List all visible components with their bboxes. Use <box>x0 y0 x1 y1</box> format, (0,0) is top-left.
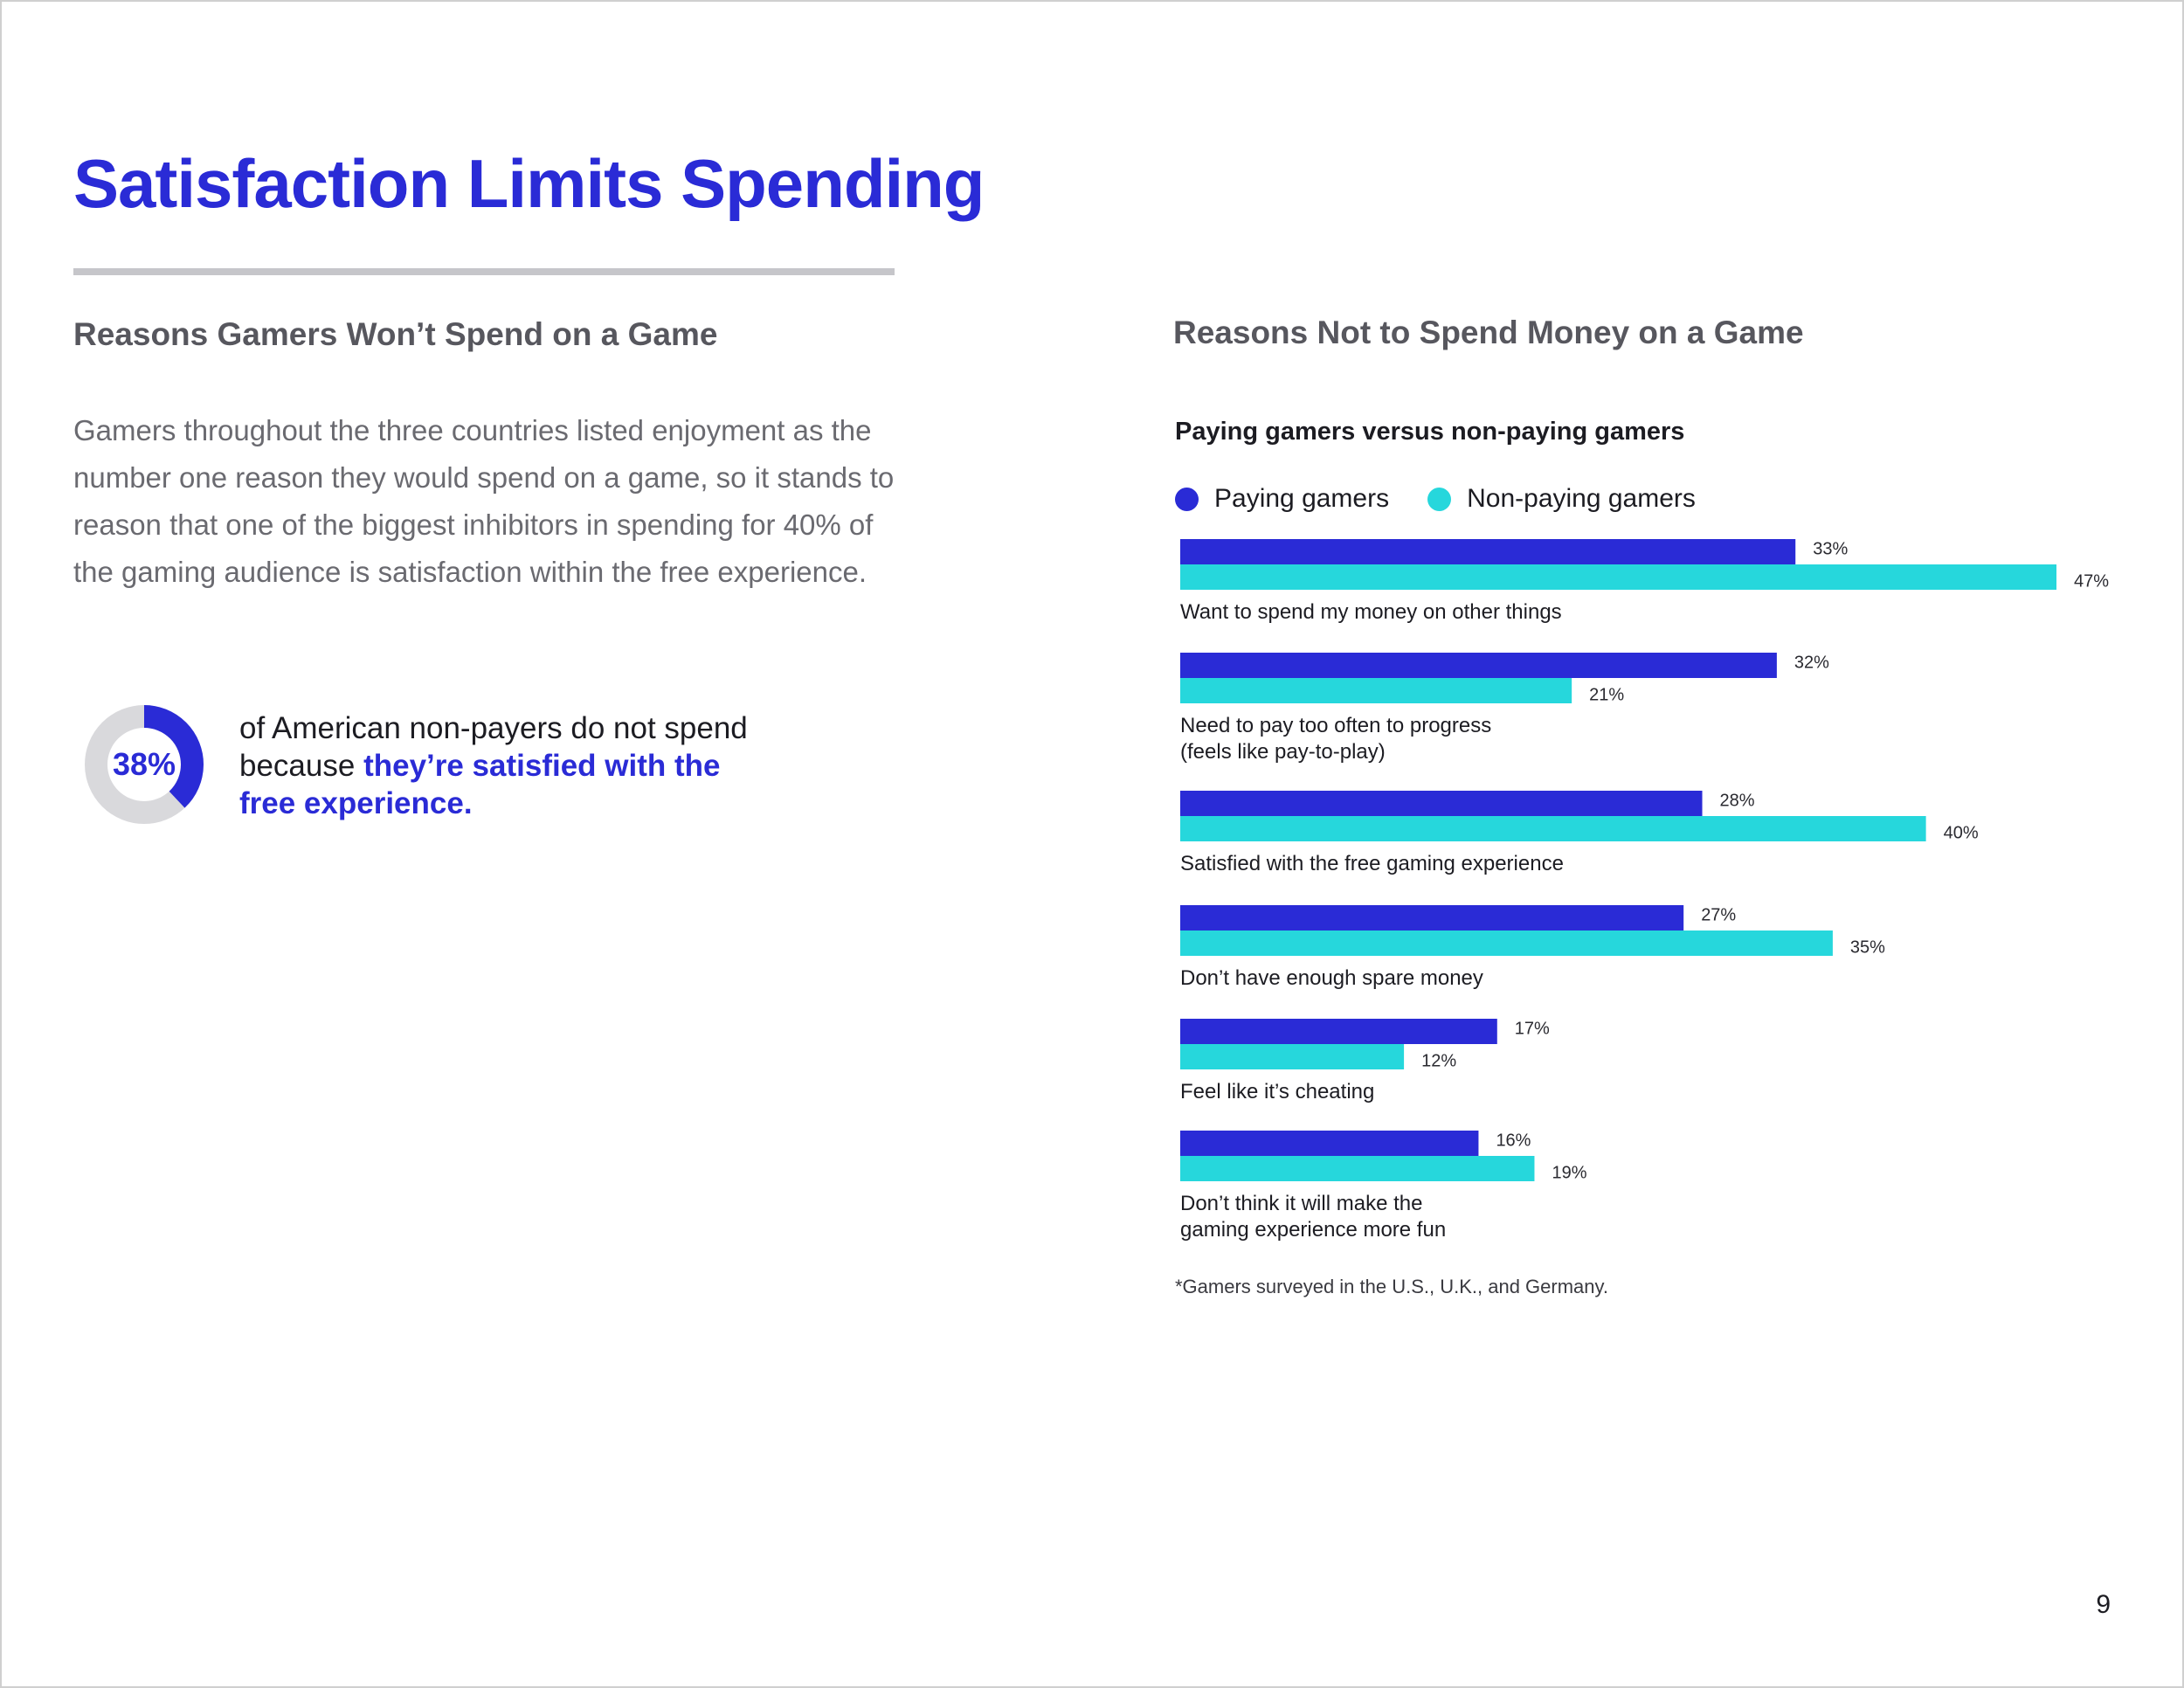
legend-dot-paying-icon <box>1175 487 1199 511</box>
legend-label-paying: Paying gamers <box>1214 484 1390 513</box>
bar-paying <box>1180 653 1777 678</box>
bar-value-label: 35% <box>1850 938 1885 958</box>
bar-value-label: 21% <box>1589 686 1624 705</box>
bar-paying <box>1180 791 1703 816</box>
left-section-heading: Reasons Gamers Won’t Spend on a Game <box>73 316 718 352</box>
bar-group: 28% 40% Satisfied with the free gaming exp… <box>1180 791 1979 875</box>
chart-title: Reasons Not to Spend Money on a Game <box>1173 315 1804 350</box>
bar-value-label: 12% <box>1421 1052 1456 1071</box>
bar-value-label: 33% <box>1813 540 1848 559</box>
bar-paying <box>1180 1131 1479 1156</box>
bar-chart: 33% 47% Want to spend my money on other th… <box>1180 539 2109 1242</box>
legend-label-non-paying: Non-paying gamers <box>1467 484 1696 513</box>
legend-item-non-paying: Non-paying gamers <box>1427 484 1696 514</box>
body-paragraph: Gamers throughout the three countries li… <box>73 414 895 588</box>
category-label: gaming experience more fun <box>1180 1218 1446 1242</box>
bar-group: 27% 35% Don’t have enough spare money <box>1180 905 1885 990</box>
donut-progress-arc <box>85 705 204 824</box>
bar-group: 17% 12% Feel like it’s cheating <box>1180 1019 1550 1103</box>
bar-non-paying <box>1180 816 1926 841</box>
bar-value-label: 27% <box>1701 906 1736 925</box>
category-label: (feels like pay-to-play) <box>1180 740 1386 764</box>
bar-group: 16% 19% Don’t think it will make the gaming… <box>1180 1131 1587 1242</box>
bar-paying <box>1180 539 1796 564</box>
bar-value-label: 19% <box>1552 1164 1586 1183</box>
stat-text: of American non-payers do not spend beca… <box>239 709 764 822</box>
bar-non-paying <box>1180 564 2056 590</box>
bar-paying <box>1180 1019 1497 1044</box>
chart-footnote: *Gamers surveyed in the U.S., U.K., and … <box>1175 1276 1609 1297</box>
stat-text-highlight: they’re satisfied with the free experien… <box>239 749 721 820</box>
bar-value-label: 16% <box>1496 1131 1531 1151</box>
category-label: Need to pay too often to progress <box>1180 714 1491 737</box>
stat-donut <box>85 705 204 824</box>
bar-non-paying <box>1180 1044 1405 1069</box>
legend-dot-non-paying-icon <box>1427 487 1452 511</box>
category-label: Feel like it’s cheating <box>1180 1080 1374 1103</box>
category-label: Don’t have enough spare money <box>1180 966 1483 990</box>
category-label: Satisfied with the free gaming experienc… <box>1180 852 1564 875</box>
bar-value-label: 40% <box>1944 824 1979 843</box>
legend-item-paying: Paying gamers <box>1175 484 1389 514</box>
bar-paying <box>1180 905 1684 930</box>
chart-subtitle: Paying gamers versus non-paying gamers <box>1175 418 1685 446</box>
bar-non-paying <box>1180 1156 1535 1181</box>
page-title: Satisfaction Limits Spending <box>73 145 985 222</box>
bar-group: 33% 47% Want to spend my money on other th… <box>1180 539 2109 624</box>
stat-text-plain: of American non-payers do not spend beca… <box>239 711 748 783</box>
bar-non-paying <box>1180 678 1572 703</box>
bar-value-label: 32% <box>1794 654 1829 673</box>
chart-legend: Paying gamers Non-paying gamers <box>1175 481 1734 516</box>
title-divider <box>73 268 895 275</box>
bar-value-label: 47% <box>2074 572 2109 591</box>
bar-value-label: 17% <box>1515 1020 1550 1039</box>
bar-value-label: 28% <box>1720 792 1755 811</box>
page-number: 9 <box>2096 1590 2111 1619</box>
bar-non-paying <box>1180 930 1833 956</box>
category-label: Don’t think it will make the <box>1180 1192 1422 1215</box>
bar-group: 32% 21% Need to pay too often to progress (… <box>1180 653 1829 764</box>
category-label: Want to spend my money on other things <box>1180 600 1562 624</box>
stat-percent: 38% <box>112 746 176 782</box>
